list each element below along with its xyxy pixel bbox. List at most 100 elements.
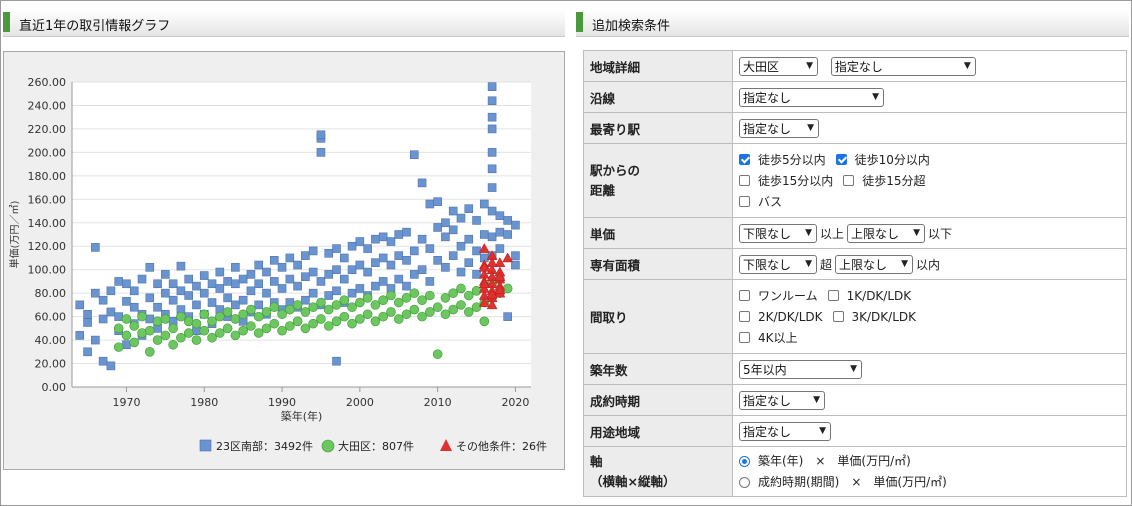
data-point-circle bbox=[502, 283, 513, 294]
row-label: 用途地域 bbox=[583, 415, 733, 447]
data-point-square bbox=[129, 286, 139, 296]
row-value: ワンルーム 1K/DK/LDK 2K/DK/LDK 3K/DK/LDK 4K以上 bbox=[732, 279, 1127, 354]
data-point-square bbox=[425, 244, 435, 253]
data-point-square bbox=[269, 256, 279, 265]
region-ward-select[interactable]: 大田区 ▼ bbox=[739, 56, 818, 76]
price-max-suffix: 以下 bbox=[928, 226, 953, 241]
zoning-select[interactable]: 指定なし ▼ bbox=[739, 421, 831, 441]
header-accent-bar bbox=[576, 12, 583, 32]
checkbox-walk-10[interactable]: 徒歩10分以内 bbox=[835, 150, 930, 170]
price-min-select[interactable]: 下限なし ▼ bbox=[739, 223, 817, 243]
data-point-square bbox=[223, 277, 232, 286]
data-point-square bbox=[114, 312, 123, 321]
area-min-select[interactable]: 下限なし ▼ bbox=[739, 254, 817, 274]
data-point-square bbox=[448, 206, 458, 216]
data-point-circle bbox=[339, 311, 350, 322]
data-point-square bbox=[106, 286, 116, 296]
row-label: 最寄り駅 bbox=[583, 112, 733, 144]
y-tick-label: 260.00 bbox=[28, 76, 67, 89]
data-point-square bbox=[456, 241, 466, 251]
data-point-square bbox=[83, 347, 92, 357]
data-point-circle bbox=[269, 302, 280, 313]
row-label: 築年数 bbox=[583, 353, 733, 385]
data-point-square bbox=[394, 251, 404, 260]
data-point-circle bbox=[285, 304, 295, 315]
station-select[interactable]: 指定なし ▼ bbox=[739, 118, 819, 138]
data-point-square bbox=[215, 267, 225, 277]
data-point-square bbox=[308, 246, 318, 256]
x-tick-label: 1980 bbox=[190, 396, 218, 409]
y-tick-label: 40.00 bbox=[35, 334, 67, 347]
radio-axis-contract-period[interactable]: 成約時期(期間) × 単価(万円/㎡) bbox=[739, 472, 947, 492]
data-point-square bbox=[91, 243, 100, 252]
data-point-square bbox=[448, 225, 458, 235]
checkbox-checked-icon bbox=[739, 154, 750, 165]
building-age-select[interactable]: 5年以内 ▼ bbox=[739, 359, 862, 379]
checkbox-walk-5[interactable]: 徒歩5分以内 bbox=[739, 150, 826, 170]
chevron-down-icon: ▼ bbox=[813, 395, 820, 405]
data-point-circle bbox=[199, 325, 210, 336]
data-point-circle bbox=[269, 318, 280, 329]
data-point-square bbox=[464, 204, 474, 213]
data-point-circle bbox=[230, 330, 241, 341]
data-point-circle bbox=[331, 316, 342, 327]
data-point-square bbox=[168, 279, 178, 289]
price-max-select[interactable]: 上限なし ▼ bbox=[847, 223, 926, 243]
checkbox-3k[interactable]: 3K/DK/LDK bbox=[832, 307, 916, 327]
legend-circle-marker bbox=[321, 439, 335, 453]
region-detail-select[interactable]: 指定なし ▼ bbox=[830, 56, 976, 76]
search-section-header: 追加検索条件 bbox=[576, 10, 1129, 37]
data-point-square bbox=[238, 274, 248, 284]
x-tick-label: 2010 bbox=[424, 396, 452, 409]
legend-label: その他条件：26件 bbox=[456, 439, 547, 453]
row-label: 間取り bbox=[583, 279, 733, 354]
data-point-square bbox=[254, 279, 264, 289]
data-point-circle bbox=[308, 302, 318, 313]
data-point-square bbox=[347, 265, 357, 274]
data-point-square bbox=[347, 241, 357, 251]
row-value: 大田区 ▼ 指定なし ▼ bbox=[732, 50, 1127, 82]
data-point-circle bbox=[386, 290, 396, 301]
data-point-square bbox=[472, 246, 481, 256]
row-label: 専有面積 bbox=[583, 248, 733, 280]
row-label: 沿線 bbox=[583, 81, 733, 113]
checkbox-4k-plus[interactable]: 4K以上 bbox=[739, 328, 798, 348]
data-point-circle bbox=[331, 300, 342, 310]
data-point-square bbox=[503, 216, 512, 225]
data-point-circle bbox=[393, 297, 404, 308]
chevron-down-icon: ▼ bbox=[901, 259, 909, 269]
checkbox-1k[interactable]: 1K/DK/LDK bbox=[827, 286, 911, 306]
data-point-square bbox=[378, 232, 388, 242]
data-point-circle bbox=[176, 332, 186, 343]
data-point-circle bbox=[300, 307, 311, 317]
y-tick-label: 80.00 bbox=[35, 287, 67, 300]
data-point-square bbox=[332, 244, 341, 253]
checkbox-one-room[interactable]: ワンルーム bbox=[739, 286, 818, 306]
contract-period-select[interactable]: 指定なし ▼ bbox=[739, 390, 825, 410]
checkbox-2k[interactable]: 2K/DK/LDK bbox=[739, 307, 823, 327]
data-point-circle bbox=[199, 309, 210, 320]
data-point-square bbox=[394, 230, 404, 239]
data-point-square bbox=[511, 220, 520, 230]
data-point-square bbox=[262, 267, 271, 277]
data-point-square bbox=[386, 260, 396, 270]
data-point-square bbox=[402, 281, 411, 291]
radio-axis-build-year[interactable]: 築年(年) × 単価(万円/㎡) bbox=[739, 451, 911, 471]
data-point-square bbox=[417, 178, 427, 188]
data-point-circle bbox=[261, 307, 272, 317]
form-row-price: 単価 下限なし ▼ 以上 上限なし ▼ 以下 bbox=[583, 217, 1127, 249]
data-point-square bbox=[254, 300, 264, 310]
checkbox-walk-15[interactable]: 徒歩15分以内 bbox=[739, 171, 833, 191]
line-select[interactable]: 指定なし ▼ bbox=[739, 87, 884, 107]
x-tick-label: 2020 bbox=[501, 396, 529, 409]
checkbox-bus[interactable]: バス bbox=[739, 192, 782, 212]
data-point-square bbox=[495, 227, 505, 237]
checkbox-walk-over-15[interactable]: 徒歩15分超 bbox=[843, 171, 926, 191]
data-point-square bbox=[114, 277, 123, 286]
y-tick-label: 20.00 bbox=[35, 358, 67, 371]
data-point-circle bbox=[121, 330, 132, 341]
form-row-region: 地域詳細 大田区 ▼ 指定なし ▼ bbox=[583, 50, 1127, 82]
form-row-axis: 軸（横軸×縦軸） 築年(年) × 単価(万円/㎡) 成約時期(期間) × 単価(… bbox=[583, 446, 1127, 497]
data-point-square bbox=[83, 318, 92, 327]
area-max-select[interactable]: 上限なし ▼ bbox=[835, 254, 914, 274]
